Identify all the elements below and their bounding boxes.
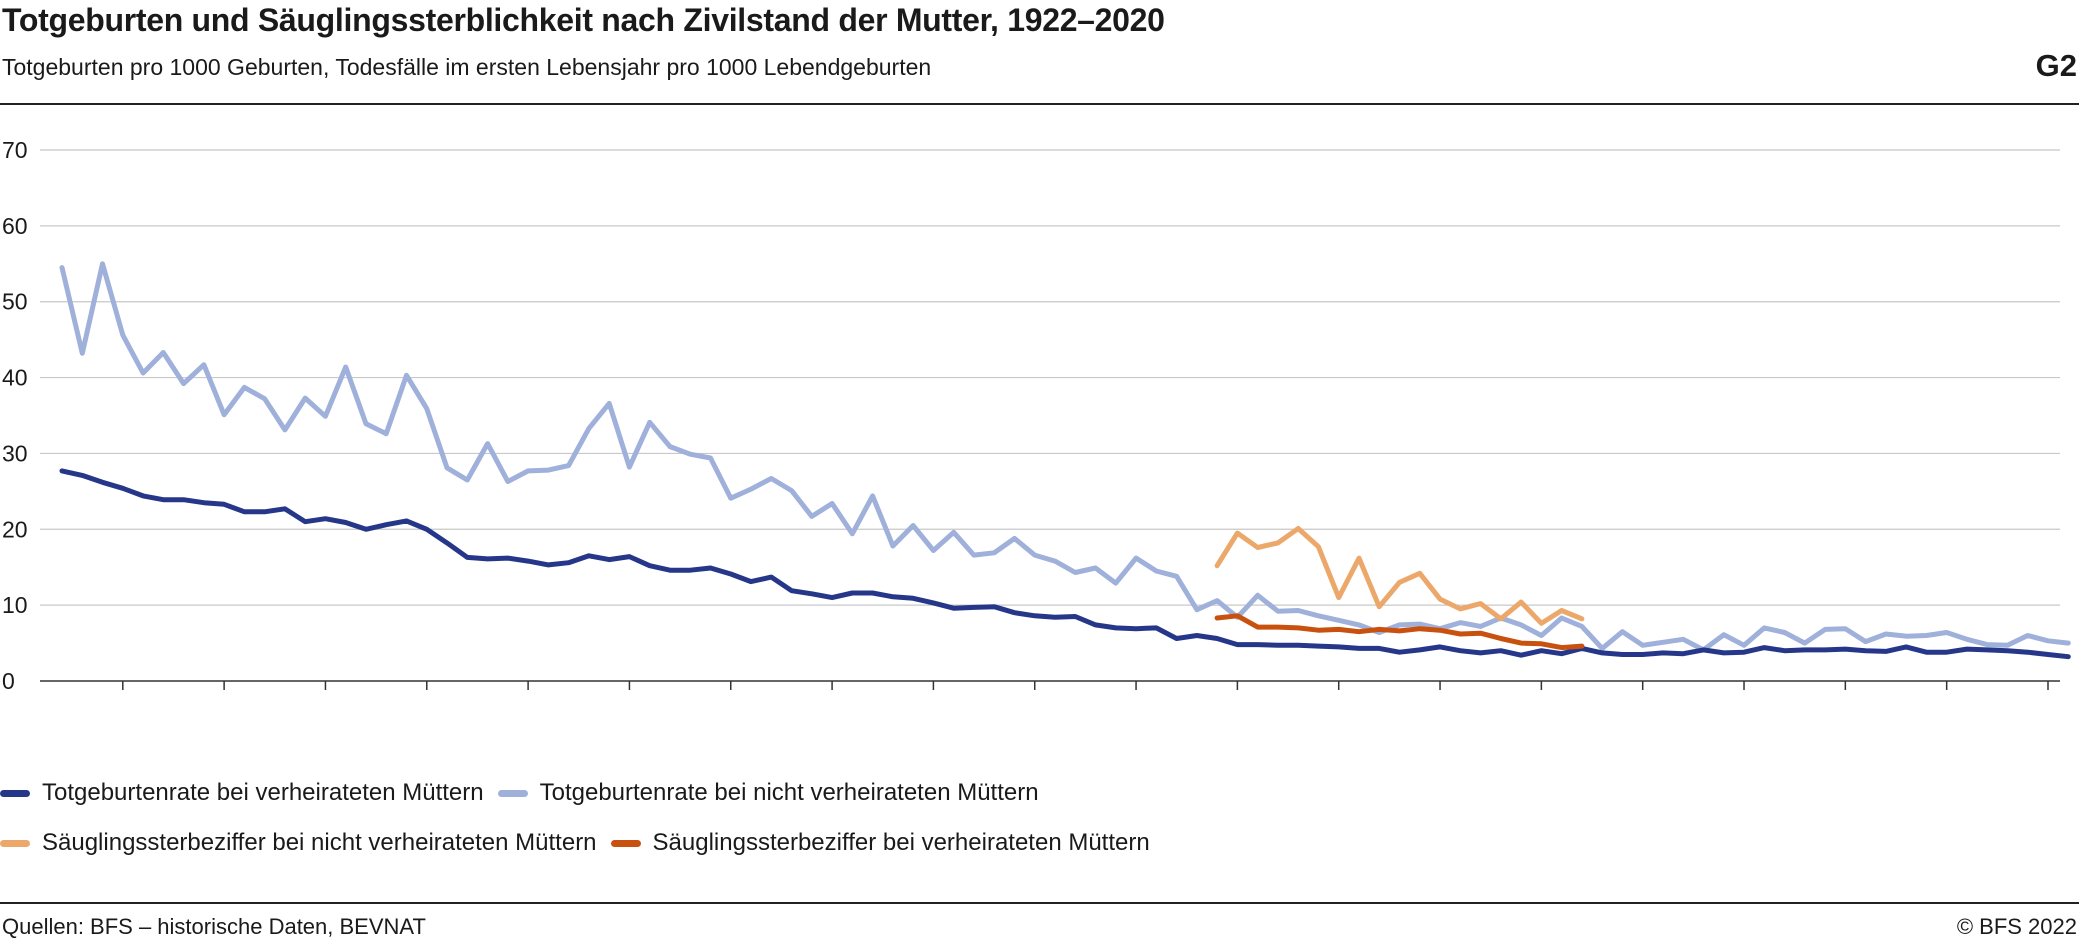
legend-row-2: Säuglingssterbeziffer bei nicht verheira… [0, 829, 1164, 857]
y-tick-label: 60 [2, 213, 28, 239]
legend-swatch [497, 789, 528, 797]
x-axis-ticks: 1925193019351940194519501955196019651970… [122, 681, 2049, 690]
chart-subtitle: Totgeburten pro 1000 Geburten, Todesfäll… [2, 54, 932, 80]
chart-title: Totgeburten und Säuglingssterblichkeit n… [2, 2, 1165, 38]
y-tick-label: 30 [2, 440, 28, 466]
legend-label: Totgeburtenrate bei nicht verheirateten … [539, 779, 1039, 806]
legend-item-married-infant-mortality: Säuglingssterbeziffer bei verheirateten … [610, 829, 1150, 857]
y-tick-label: 70 [2, 137, 28, 163]
legend-swatch [0, 789, 30, 797]
legend-swatch [0, 839, 30, 847]
footer-divider [0, 902, 2079, 904]
series-line-2 [59, 468, 2071, 660]
legend-label: Säuglingssterbeziffer bei nicht verheira… [42, 829, 597, 856]
header-divider [0, 103, 2079, 105]
y-tick-label: 20 [2, 516, 28, 542]
legend-item-unmarried-infant-mortality: Säuglingssterbeziffer bei nicht verheira… [0, 829, 597, 857]
y-axis-ticks: 0 10 20 30 40 50 60 70 [2, 137, 28, 694]
gridlines [40, 149, 2060, 682]
y-tick-label: 40 [2, 365, 28, 391]
legend-item-unmarried-stillbirth: Totgeburtenrate bei nicht verheirateten … [497, 779, 1039, 807]
series-line-1 [59, 261, 2071, 653]
legend-label: Totgeburtenrate bei verheirateten Mütter… [42, 779, 484, 806]
source-note: Quellen: BFS – historische Daten, BEVNAT [2, 914, 426, 939]
legend-swatch [610, 839, 641, 847]
legend-label: Säuglingssterbeziffer bei verheirateten … [652, 829, 1150, 856]
series-line-4 [1214, 613, 1585, 651]
series-line-3 [1214, 526, 1585, 626]
figure-id: G2 [2035, 48, 2077, 83]
line-chart: 0 10 20 30 40 50 60 70 192519301935194019451950… [2, 137, 2071, 694]
y-tick-label: 0 [2, 668, 15, 694]
copyright-note: © BFS 2022 [1956, 914, 2077, 939]
series-lines [59, 261, 2071, 660]
y-tick-label: 10 [2, 592, 28, 618]
legend-row-1: Totgeburtenrate bei verheirateten Mütter… [0, 779, 1053, 807]
y-tick-label: 50 [2, 289, 28, 315]
legend-item-married-stillbirth: Totgeburtenrate bei verheirateten Mütter… [0, 779, 484, 807]
